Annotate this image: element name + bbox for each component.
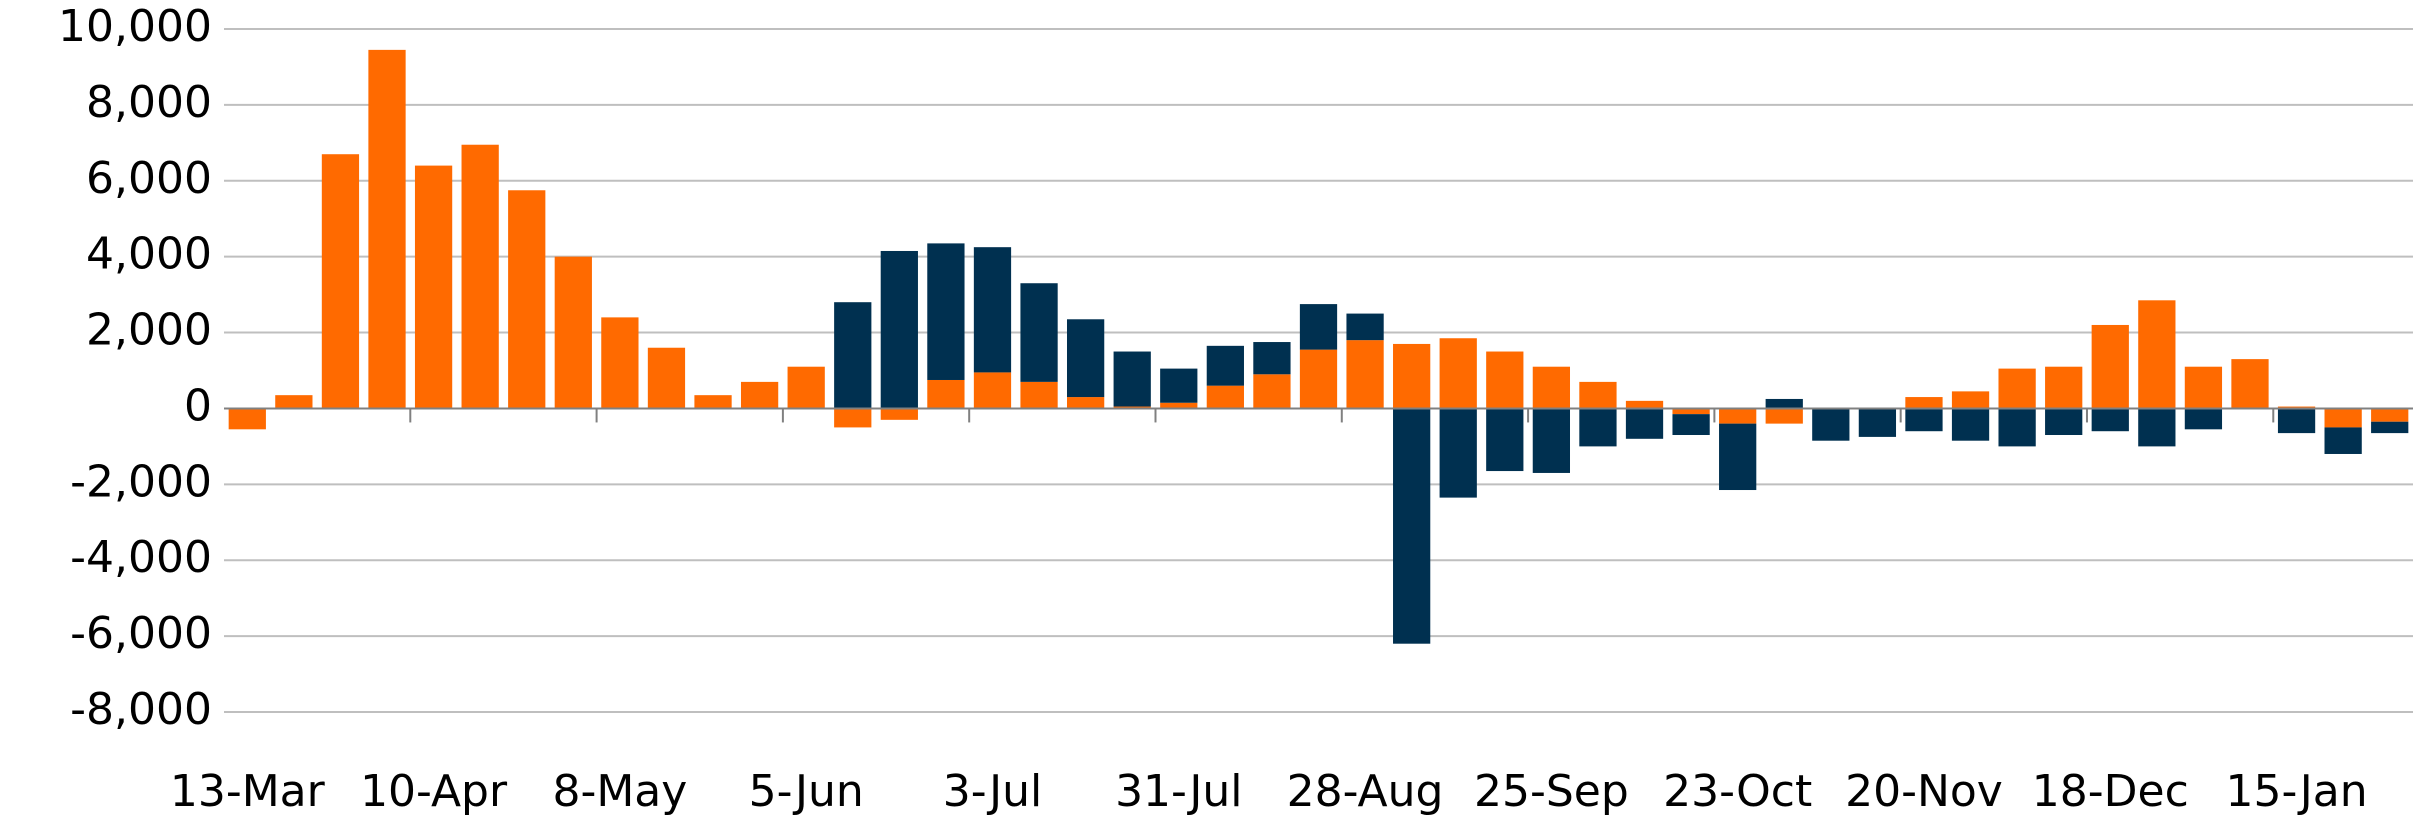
bar xyxy=(1812,408,1850,441)
bar xyxy=(1206,385,1244,409)
bar xyxy=(880,250,918,409)
y-tick-label: 4,000 xyxy=(86,229,212,280)
bar xyxy=(1066,397,1105,409)
bar xyxy=(740,381,779,409)
bar xyxy=(1020,283,1058,382)
bar xyxy=(1905,408,1943,432)
bar xyxy=(2184,408,2223,430)
bar xyxy=(2324,408,2362,428)
bar xyxy=(1579,381,1617,409)
y-tick-label: 6,000 xyxy=(86,153,212,204)
bar xyxy=(2371,408,2409,422)
bar xyxy=(834,302,872,409)
bar xyxy=(1672,414,1710,436)
bar xyxy=(1486,351,1524,409)
y-tick-label: -8,000 xyxy=(70,684,212,735)
bar xyxy=(694,395,732,409)
bar xyxy=(1905,397,1943,409)
bar xyxy=(927,243,965,380)
x-tick-label: 13-Mar xyxy=(170,766,326,817)
bar xyxy=(834,408,872,428)
bar xyxy=(321,154,360,409)
bar xyxy=(1160,402,1198,409)
bar xyxy=(1113,351,1151,407)
bar xyxy=(927,379,965,409)
bar xyxy=(1858,408,1897,437)
bar xyxy=(2277,408,2316,434)
bar xyxy=(1719,408,1757,424)
x-tick-label: 8-May xyxy=(552,766,687,817)
bar xyxy=(1579,408,1617,447)
bar xyxy=(1160,368,1198,403)
x-tick-label: 18-Dec xyxy=(2032,766,2189,817)
bar xyxy=(1951,391,1990,409)
bar xyxy=(275,395,313,409)
bar xyxy=(554,256,592,409)
x-tick-label: 25-Sep xyxy=(1474,766,1629,817)
x-tick-label: 20-Nov xyxy=(1845,766,2003,817)
bar xyxy=(1532,366,1571,409)
bar xyxy=(973,247,1012,373)
bar xyxy=(1346,313,1384,341)
bar xyxy=(1765,398,1803,409)
bar xyxy=(2138,408,2176,447)
bar xyxy=(1393,343,1431,409)
bar xyxy=(1625,400,1664,409)
x-tick-label: 31-Jul xyxy=(1115,766,1242,817)
x-tick-label: 23-Oct xyxy=(1663,766,1812,817)
y-tick-label: 2,000 xyxy=(86,305,212,356)
bar xyxy=(1439,408,1477,498)
bar xyxy=(2045,408,2083,436)
bar xyxy=(880,408,918,420)
bar xyxy=(1951,408,1990,441)
bar xyxy=(368,49,406,409)
bar xyxy=(508,190,546,409)
y-tick-label: 10,000 xyxy=(58,1,212,52)
bar xyxy=(1719,423,1757,491)
bar xyxy=(1765,408,1803,424)
y-tick-label: 0 xyxy=(184,380,212,431)
bar xyxy=(2184,366,2223,409)
bar xyxy=(1998,368,2036,409)
x-tick-label: 3-Jul xyxy=(943,766,1042,817)
bar xyxy=(2324,427,2362,454)
bar xyxy=(1672,408,1710,415)
bar xyxy=(1020,381,1058,409)
bar xyxy=(2045,366,2083,409)
bar xyxy=(1439,338,1477,409)
bar xyxy=(1346,340,1384,409)
bar xyxy=(1998,408,2036,447)
x-tick-label: 28-Aug xyxy=(1287,766,1444,817)
bar xyxy=(2371,421,2409,434)
bar xyxy=(414,165,453,409)
bar xyxy=(1625,408,1664,439)
bar xyxy=(2091,408,2129,432)
bar xyxy=(1299,304,1338,350)
bar xyxy=(647,347,686,409)
x-tick-label: 10-Apr xyxy=(360,766,508,817)
bar xyxy=(2231,359,2269,409)
bar xyxy=(973,372,1012,409)
bar xyxy=(2138,300,2176,409)
bar xyxy=(1206,345,1244,386)
bar xyxy=(461,144,499,409)
bar xyxy=(1486,408,1524,472)
y-tick-label: -6,000 xyxy=(70,608,212,659)
y-tick-label: 8,000 xyxy=(86,77,212,128)
x-tick-label: 5-Jun xyxy=(749,766,864,817)
bar xyxy=(1299,349,1338,409)
bar xyxy=(1532,408,1571,473)
y-tick-label: -2,000 xyxy=(70,456,212,507)
bar xyxy=(1393,408,1431,644)
bar xyxy=(601,317,639,409)
bar xyxy=(2091,324,2129,409)
bar xyxy=(787,366,825,409)
y-tick-label: -4,000 xyxy=(70,532,212,583)
x-tick-label: 15-Jan xyxy=(2225,766,2367,817)
bar xyxy=(1253,374,1291,409)
bar xyxy=(1253,342,1291,375)
bar xyxy=(228,408,266,430)
bar xyxy=(1066,319,1105,398)
